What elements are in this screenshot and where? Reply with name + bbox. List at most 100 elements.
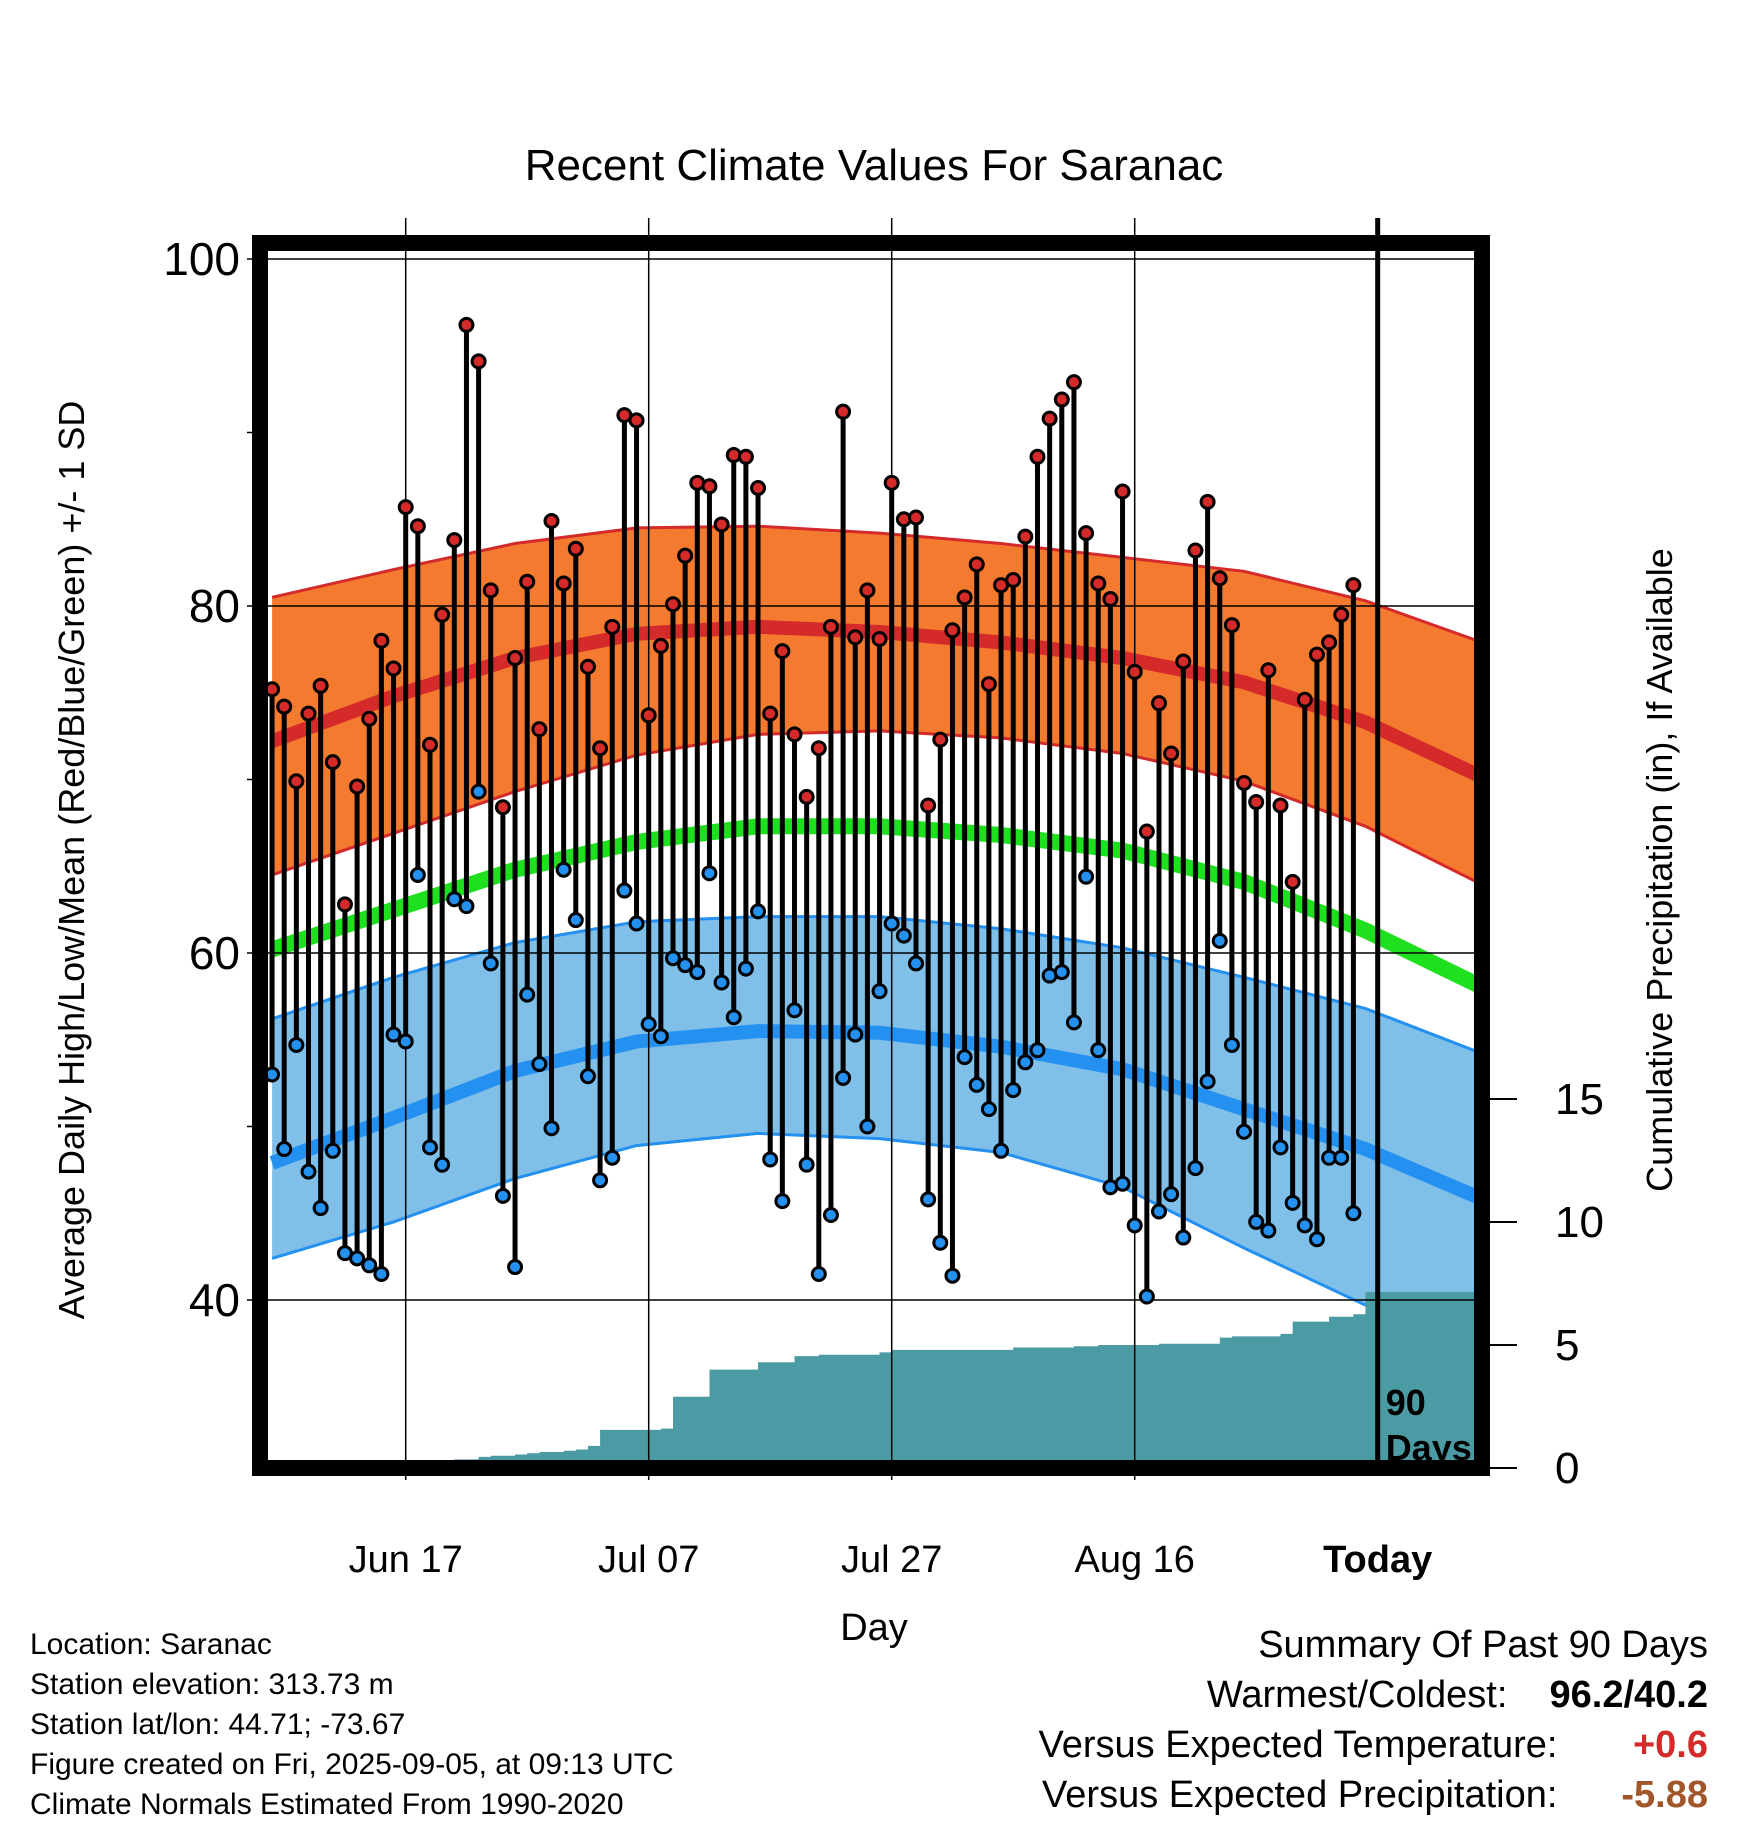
daily-low-point: [1053, 964, 1070, 981]
daily-low-point: [276, 1141, 293, 1158]
daily-low-point: [871, 983, 888, 1000]
daily-low-point: [531, 1056, 548, 1073]
daily-low-point: [689, 964, 706, 981]
daily-high-point: [507, 650, 524, 667]
summary-temp-row: Versus Expected Temperature: +0.6: [1039, 1720, 1708, 1770]
daily-low-point: [494, 1187, 511, 1204]
daily-high-point: [1308, 646, 1325, 663]
daily-high-point: [1236, 774, 1253, 791]
y-right-tick-label: 0: [1555, 1444, 1579, 1493]
daily-low-point: [737, 960, 754, 977]
daily-low-point: [300, 1163, 317, 1180]
daily-low-point: [1114, 1175, 1131, 1192]
daily-high-point: [397, 499, 414, 516]
daily-high-point: [1041, 410, 1058, 427]
daily-low-point: [1065, 1014, 1082, 1031]
daily-low-point: [1223, 1036, 1240, 1053]
daily-high-point: [288, 773, 305, 790]
daily-high-point: [1029, 448, 1046, 465]
daily-high-point: [482, 582, 499, 599]
daily-high-point: [312, 677, 329, 694]
precip-label: Versus Expected Precipitation:: [1042, 1774, 1558, 1816]
daily-low-point: [385, 1026, 402, 1043]
daily-low-point: [1005, 1082, 1022, 1099]
y-axis-left-label: Average Daily High/Low/Mean (Red/Blue/Gr…: [51, 401, 92, 1320]
daily-high-point: [677, 547, 694, 564]
daily-high-point: [798, 788, 815, 805]
daily-low-point: [446, 891, 463, 908]
daily-high-point: [458, 316, 475, 333]
info-latlon: Station lat/lon: 44.71; -73.67: [30, 1708, 406, 1741]
daily-low-point: [847, 1026, 864, 1043]
daily-low-point: [665, 950, 681, 967]
daily-high-point: [1053, 391, 1070, 408]
plot-frame: [252, 235, 1490, 1476]
daily-high-point: [1272, 797, 1289, 814]
daily-high-point: [409, 518, 426, 535]
daily-low-point: [312, 1200, 329, 1217]
daily-low-point: [507, 1259, 524, 1276]
temp-value: +0.6: [1632, 1724, 1708, 1766]
summary-title: Summary Of Past 90 Days: [1258, 1624, 1708, 1666]
daily-high-point: [871, 630, 888, 647]
daily-low-point: [1236, 1123, 1253, 1140]
daily-high-point: [652, 637, 669, 654]
daily-low-point: [956, 1049, 973, 1066]
daily-high-point: [579, 658, 596, 675]
high-sd-upper-line: [271, 524, 1482, 645]
daily-high-point: [1126, 663, 1143, 680]
daily-low-point: [1272, 1139, 1289, 1156]
daily-low-point: [859, 1118, 876, 1135]
daily-low-point: [1078, 868, 1095, 885]
daily-high-point: [555, 575, 572, 592]
daily-high-point: [944, 622, 961, 639]
daily-high-point: [920, 797, 937, 814]
summary-precip-row: Versus Expected Precipitation: -5.88: [1039, 1770, 1708, 1820]
daily-low-point: [677, 957, 694, 974]
y-right-tick-label: 10: [1555, 1198, 1604, 1247]
daily-low-point: [1248, 1213, 1265, 1230]
daily-low-point: [1175, 1229, 1192, 1246]
daily-low-point: [810, 1265, 827, 1282]
daily-high-point: [908, 509, 924, 526]
daily-high-point: [494, 799, 511, 816]
y-left-tick-label: 60: [189, 927, 240, 979]
summary-panel: Summary Of Past 90 Days Warmest/Coldest:…: [1039, 1620, 1708, 1820]
daily-low-point: [1333, 1149, 1350, 1166]
daily-high-point: [762, 705, 779, 722]
daily-low-point: [798, 1156, 815, 1173]
daily-high-point: [1090, 575, 1107, 592]
daily-low-point: [470, 783, 487, 800]
daily-low-point: [1345, 1205, 1362, 1222]
x-tick-label: Jun 17: [349, 1539, 463, 1581]
daily-high-point: [822, 618, 839, 635]
low-sd-band: [272, 916, 1482, 1364]
y-left-tick-label: 40: [189, 1274, 240, 1326]
daily-low-point: [920, 1191, 937, 1208]
temp-label: Versus Expected Temperature:: [1038, 1724, 1558, 1766]
warmest-label: Warmest/Coldest:: [1206, 1674, 1508, 1716]
daily-low-point: [713, 974, 730, 991]
daily-low-point: [895, 927, 912, 944]
daily-high-point: [665, 596, 681, 613]
daily-high-point: [592, 740, 609, 757]
y-left-tick-label: 100: [163, 233, 240, 285]
daily-low-point: [324, 1142, 341, 1159]
daily-low-point: [993, 1142, 1010, 1159]
x-tick-label: Jul 27: [841, 1539, 942, 1581]
daily-high-point: [774, 643, 791, 660]
daily-low-point: [883, 915, 900, 932]
daily-low-point: [835, 1069, 852, 1086]
daily-high-point: [1345, 577, 1362, 594]
daily-high-point: [567, 540, 584, 557]
daily-high-point: [470, 353, 487, 370]
daily-low-point: [932, 1234, 949, 1251]
daily-low-point: [409, 866, 426, 883]
x-axis-label: Day: [840, 1607, 908, 1649]
daily-high-point: [1211, 570, 1228, 587]
today-days-label: 90: [1386, 1382, 1426, 1423]
daily-low-point: [1138, 1288, 1155, 1305]
daily-high-point: [713, 516, 730, 533]
daily-low-point: [458, 898, 475, 915]
